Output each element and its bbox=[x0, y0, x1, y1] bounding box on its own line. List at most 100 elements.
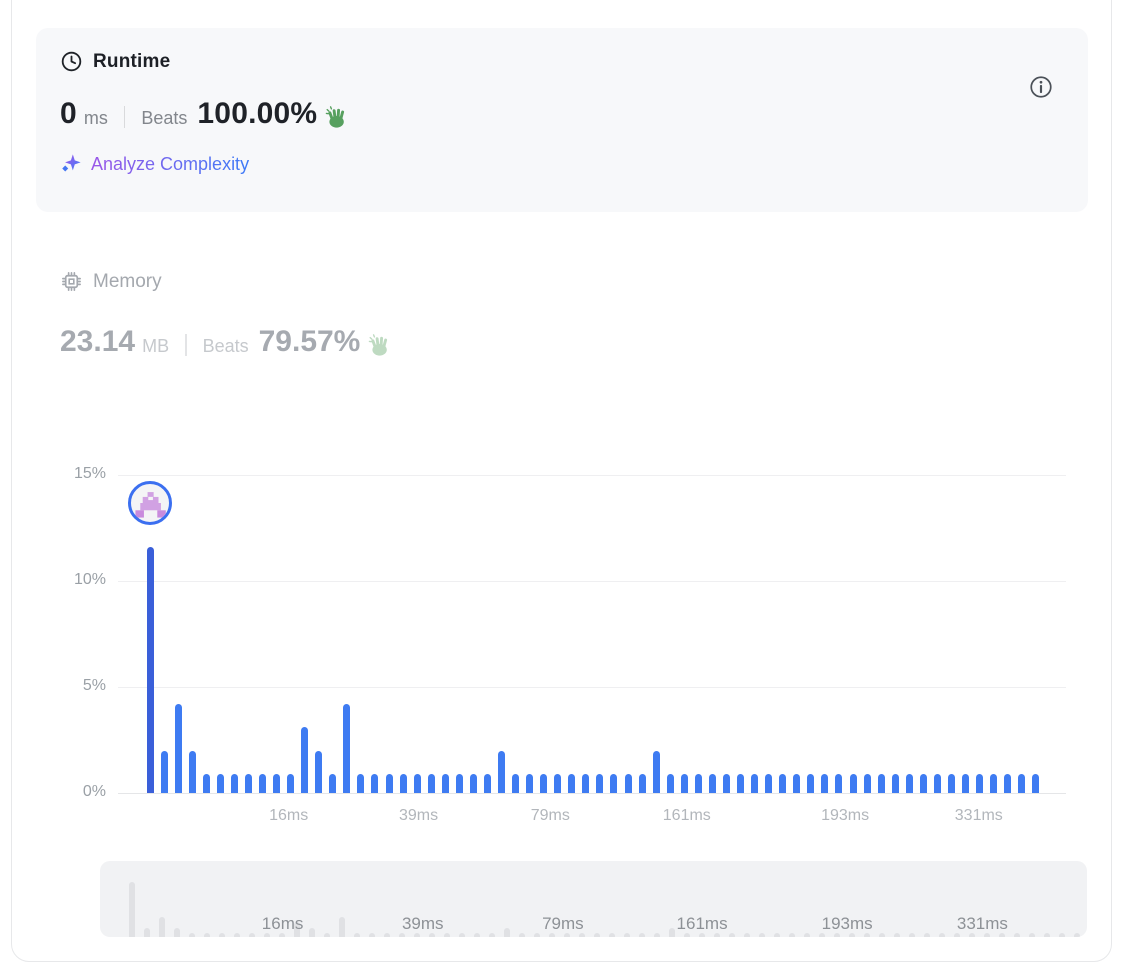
runtime-bar[interactable] bbox=[244, 773, 252, 793]
minimap-bar bbox=[849, 932, 855, 937]
minimap-tick-label: 79ms bbox=[542, 914, 584, 933]
runtime-bar[interactable] bbox=[877, 773, 885, 793]
runtime-bar[interactable] bbox=[947, 773, 955, 793]
runtime-bar[interactable] bbox=[905, 773, 913, 793]
minimap-bar bbox=[729, 932, 735, 937]
runtime-unit: ms bbox=[83, 107, 108, 128]
runtime-card[interactable]: Runtime 0 ms Beats 100.00% bbox=[36, 28, 1088, 212]
runtime-bar[interactable] bbox=[371, 773, 379, 793]
runtime-bar[interactable] bbox=[961, 773, 969, 793]
your-submission-marker[interactable] bbox=[128, 481, 172, 525]
runtime-bar[interactable] bbox=[666, 773, 674, 793]
runtime-bar[interactable] bbox=[441, 773, 449, 793]
minimap-bar bbox=[1059, 932, 1065, 937]
runtime-bar[interactable] bbox=[863, 773, 871, 793]
runtime-bar[interactable] bbox=[202, 773, 210, 793]
runtime-bar[interactable] bbox=[540, 773, 548, 793]
runtime-bar[interactable] bbox=[638, 773, 646, 793]
memory-tab[interactable]: Memory bbox=[60, 270, 392, 293]
runtime-bar[interactable] bbox=[1032, 773, 1040, 793]
runtime-bar[interactable] bbox=[582, 773, 590, 793]
runtime-bar[interactable] bbox=[680, 773, 688, 793]
runtime-bar[interactable] bbox=[1004, 773, 1012, 793]
beats-label: Beats bbox=[141, 107, 188, 128]
runtime-bar[interactable] bbox=[779, 773, 787, 793]
runtime-value: 0 bbox=[60, 97, 77, 130]
info-icon[interactable] bbox=[1028, 74, 1054, 100]
minimap-bar bbox=[414, 932, 420, 937]
minimap-bar bbox=[189, 932, 195, 937]
runtime-bar[interactable] bbox=[708, 773, 716, 793]
runtime-stats: 0 ms Beats 100.00% bbox=[60, 97, 1064, 131]
runtime-bar[interactable] bbox=[919, 773, 927, 793]
runtime-bar[interactable] bbox=[301, 727, 309, 793]
runtime-bar[interactable] bbox=[737, 773, 745, 793]
runtime-bar[interactable] bbox=[526, 773, 534, 793]
minimap-bar bbox=[324, 932, 330, 937]
runtime-bar[interactable] bbox=[1018, 773, 1026, 793]
runtime-bar[interactable] bbox=[933, 773, 941, 793]
minimap-bar bbox=[504, 927, 510, 937]
runtime-bar[interactable] bbox=[329, 773, 337, 793]
runtime-bar[interactable] bbox=[610, 773, 618, 793]
runtime-bar[interactable] bbox=[455, 773, 463, 793]
memory-value: 23.14 bbox=[60, 325, 136, 358]
runtime-bar[interactable] bbox=[990, 773, 998, 793]
chart-minimap-brush[interactable]: 16ms 39ms 79ms 161ms 193ms 331ms bbox=[100, 861, 1087, 937]
runtime-bar[interactable] bbox=[413, 773, 421, 793]
runtime-bar[interactable] bbox=[596, 773, 604, 793]
runtime-bar[interactable] bbox=[357, 773, 365, 793]
runtime-bar[interactable] bbox=[976, 773, 984, 793]
runtime-bar[interactable] bbox=[568, 773, 576, 793]
runtime-bar[interactable] bbox=[652, 750, 660, 793]
runtime-bar[interactable] bbox=[793, 773, 801, 793]
minimap-bar bbox=[684, 932, 690, 937]
x-axis-tick-label: 39ms bbox=[398, 807, 439, 824]
runtime-bar[interactable] bbox=[343, 703, 351, 793]
runtime-bar[interactable] bbox=[624, 773, 632, 793]
divider bbox=[123, 106, 126, 128]
minimap-bar bbox=[519, 932, 525, 937]
runtime-bar[interactable] bbox=[469, 773, 477, 793]
runtime-bar[interactable] bbox=[722, 773, 730, 793]
runtime-bar[interactable] bbox=[835, 773, 843, 793]
memory-stats: 23.14 MB Beats 79.57% bbox=[60, 325, 392, 359]
minimap-bar bbox=[834, 932, 840, 937]
minimap-tick-label: 331ms bbox=[956, 914, 1008, 933]
runtime-bar[interactable] bbox=[765, 773, 773, 793]
runtime-bar[interactable] bbox=[385, 773, 393, 793]
runtime-bar[interactable] bbox=[849, 773, 857, 793]
runtime-bar[interactable] bbox=[399, 773, 407, 793]
runtime-bar[interactable] bbox=[694, 773, 702, 793]
runtime-title: Runtime bbox=[93, 50, 171, 72]
runtime-bar[interactable] bbox=[315, 750, 323, 793]
runtime-bar[interactable] bbox=[807, 773, 815, 793]
runtime-bar[interactable] bbox=[891, 773, 899, 793]
runtime-bar[interactable] bbox=[230, 773, 238, 793]
runtime-bar[interactable] bbox=[483, 773, 491, 793]
x-axis-tick-label: 161ms bbox=[662, 807, 711, 824]
runtime-bar[interactable] bbox=[174, 703, 182, 793]
runtime-bar-highlighted[interactable] bbox=[146, 547, 154, 793]
runtime-bar[interactable] bbox=[216, 773, 224, 793]
runtime-bar[interactable] bbox=[498, 750, 505, 793]
runtime-bar[interactable] bbox=[287, 773, 295, 793]
analyze-complexity-button[interactable]: Analyze Complexity bbox=[60, 153, 1064, 175]
runtime-bar[interactable] bbox=[512, 773, 520, 793]
runtime-bar[interactable] bbox=[427, 773, 435, 793]
minimap-bar bbox=[999, 932, 1005, 937]
y-axis-tick-15: 15% bbox=[73, 465, 106, 482]
runtime-bar[interactable] bbox=[751, 773, 759, 793]
runtime-bar[interactable] bbox=[160, 750, 168, 793]
runtime-bar[interactable] bbox=[258, 773, 266, 793]
runtime-bar[interactable] bbox=[188, 750, 196, 793]
minimap-bar bbox=[654, 932, 660, 937]
runtime-bar[interactable] bbox=[273, 773, 281, 793]
runtime-bar[interactable] bbox=[821, 773, 829, 793]
minimap-bar bbox=[1074, 932, 1080, 937]
minimap-bar bbox=[879, 932, 885, 937]
minimap-bar bbox=[354, 932, 360, 937]
clock-icon bbox=[60, 50, 83, 73]
runtime-bar[interactable] bbox=[554, 773, 562, 793]
minimap-bar bbox=[549, 932, 555, 937]
